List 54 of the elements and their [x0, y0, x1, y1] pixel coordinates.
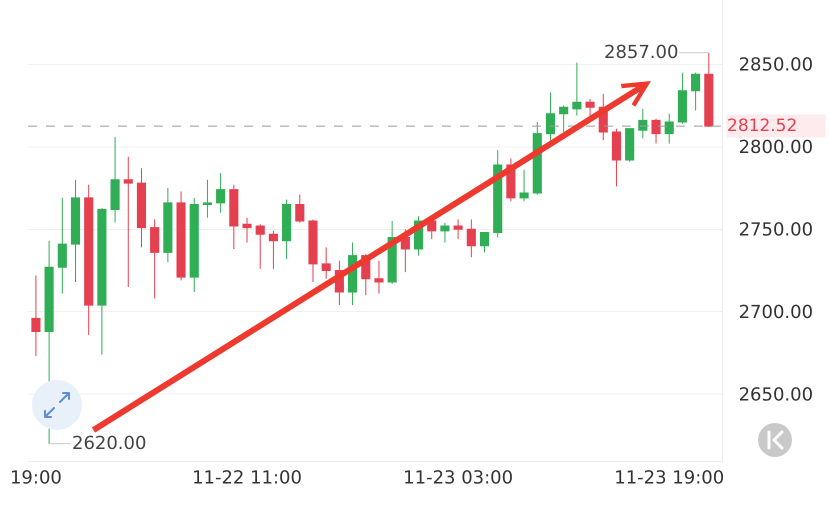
- candlestick: [216, 172, 226, 214]
- candlestick: [374, 260, 384, 294]
- candlestick: [466, 218, 476, 258]
- candlestick: [70, 179, 80, 283]
- x-tick-label: 11-23 03:00: [403, 468, 514, 489]
- y-tick-label: 2650.00: [738, 384, 814, 406]
- candlestick: [520, 169, 529, 202]
- annotation: 2620.00: [72, 433, 146, 454]
- candlestick: [678, 72, 687, 124]
- candlestick: [163, 188, 172, 263]
- candlestick: [190, 197, 199, 292]
- candlestick: [282, 199, 292, 260]
- candlestick: [704, 52, 714, 128]
- x-tick-label: 19:00: [10, 468, 62, 489]
- candlestick: [651, 118, 661, 144]
- candlestick: [295, 194, 304, 224]
- y-tick-label: 2750.00: [738, 220, 814, 241]
- candlestick: [546, 92, 556, 142]
- candlestick: [31, 274, 40, 357]
- candlestick: [559, 105, 568, 132]
- candlestick: [176, 190, 186, 281]
- candlestick: [625, 128, 634, 162]
- candlestick: [612, 128, 622, 187]
- candlestick: [400, 228, 410, 273]
- candlestick: [136, 168, 146, 248]
- candlestick: [493, 150, 502, 238]
- candlestick: [202, 179, 212, 218]
- candlestick: [44, 240, 54, 444]
- x-tick-label: 11-23 19:00: [614, 468, 724, 489]
- candlestick: [638, 108, 648, 140]
- candlestick: [242, 217, 252, 243]
- candlestick: [97, 207, 106, 356]
- candlestick: [58, 197, 67, 294]
- candlestick: [664, 113, 674, 144]
- candlestick: [440, 222, 450, 243]
- candlestick: [268, 230, 278, 270]
- candlestick: [150, 218, 160, 300]
- ref-line-label: 2812.52: [727, 116, 798, 136]
- candlestick: [322, 246, 331, 280]
- candlestick: [691, 72, 700, 112]
- candlestick: [454, 218, 463, 240]
- candlestick: [110, 136, 120, 224]
- candlestick: [229, 184, 238, 250]
- candlestick: [84, 184, 94, 336]
- y-tick-label: 2850.00: [738, 54, 814, 76]
- y-tick-label: 2700.00: [738, 302, 814, 324]
- annotation: 2857.00: [604, 42, 678, 63]
- candlestick: [308, 218, 318, 283]
- candlestick: [256, 224, 265, 270]
- y-tick-label: 2800.00: [738, 137, 814, 158]
- x-tick-label: 11-22 11:00: [192, 468, 302, 489]
- candlestick: [124, 156, 133, 288]
- candlestick: [480, 232, 490, 253]
- candlestick: [572, 62, 582, 116]
